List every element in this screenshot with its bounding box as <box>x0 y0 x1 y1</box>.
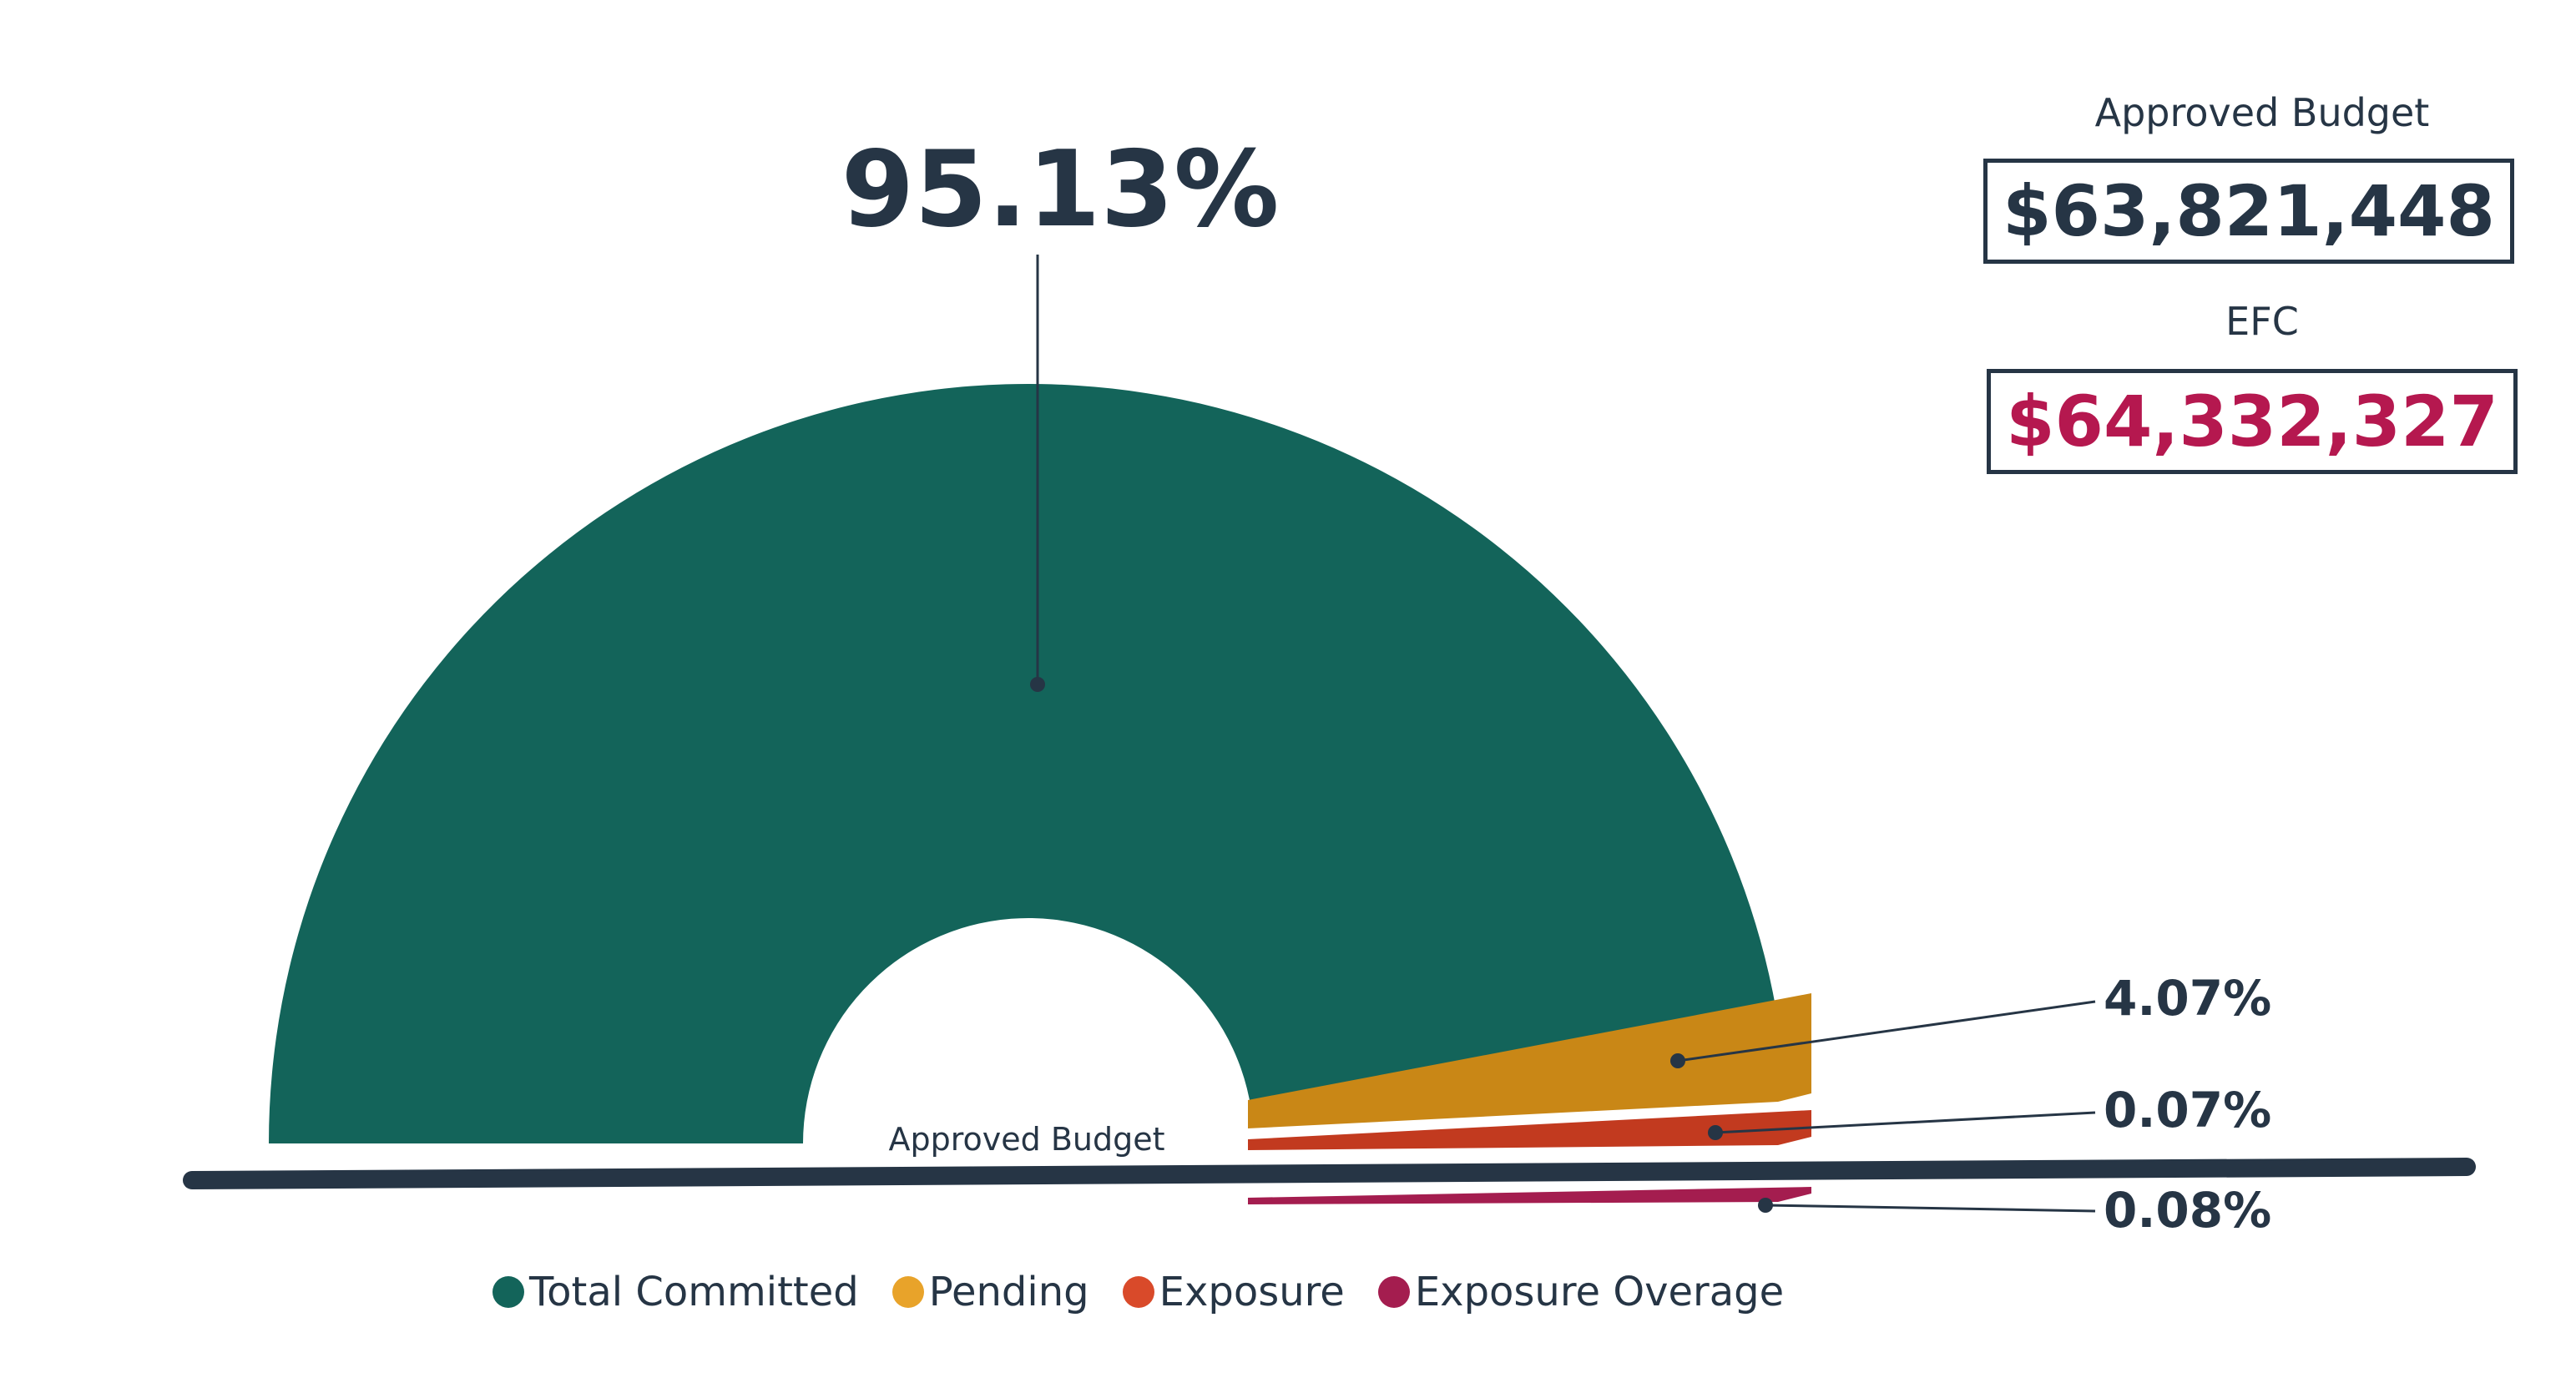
legend-swatch-exposure <box>1122 1276 1154 1308</box>
legend-item-pending: Pending <box>891 1269 1089 1315</box>
leader-line-pending <box>1677 1000 2096 1063</box>
leader-dot-exposure-overage <box>1758 1198 1773 1213</box>
legend-label-exposure-overage: Exposure Overage <box>1414 1269 1785 1315</box>
value-label-exposure-overage: 0.08% <box>2104 1182 2271 1239</box>
value-label-total-committed: 95.13% <box>841 128 1280 250</box>
segment-pending <box>1248 993 1811 1128</box>
segment-exposure <box>1248 1110 1811 1150</box>
legend-item-exposure-overage: Exposure Overage <box>1377 1269 1785 1315</box>
approved-budget-baseline <box>183 1158 2476 1189</box>
value-label-exposure: 0.07% <box>2104 1082 2271 1138</box>
legend-swatch-pending <box>891 1276 924 1308</box>
legend-swatch-total-committed <box>492 1276 524 1308</box>
leader-line-exposure <box>1715 1111 2096 1134</box>
leader-dot-exposure <box>1708 1125 1723 1140</box>
approved-budget-value: $63,821,448 <box>1983 159 2514 264</box>
efc-value: $64,332,327 <box>1987 369 2518 474</box>
legend-item-exposure: Exposure <box>1122 1269 1345 1315</box>
legend-swatch-exposure-overage <box>1377 1276 1410 1308</box>
legend-label-pending: Pending <box>928 1269 1089 1315</box>
legend-label-total-committed: Total Committed <box>529 1269 859 1315</box>
baseline-label: Approved Budget <box>888 1121 1164 1158</box>
legend-label-exposure: Exposure <box>1159 1269 1345 1315</box>
leader-dot-total-committed <box>1030 677 1045 692</box>
leader-line-exposure-overage <box>1765 1204 2096 1213</box>
segment-exposure-overage <box>1248 1187 1811 1204</box>
segment-total-committed <box>269 383 1780 1144</box>
chart-legend: Total Committed Pending Exposure Exposure O… <box>492 1269 1784 1315</box>
approved-budget-label: Approved Budget <box>2094 90 2430 135</box>
value-label-pending: 4.07% <box>2104 970 2271 1027</box>
efc-label: EFC <box>2225 299 2299 344</box>
leader-dot-pending <box>1670 1053 1685 1068</box>
legend-item-total-committed: Total Committed <box>492 1269 859 1315</box>
